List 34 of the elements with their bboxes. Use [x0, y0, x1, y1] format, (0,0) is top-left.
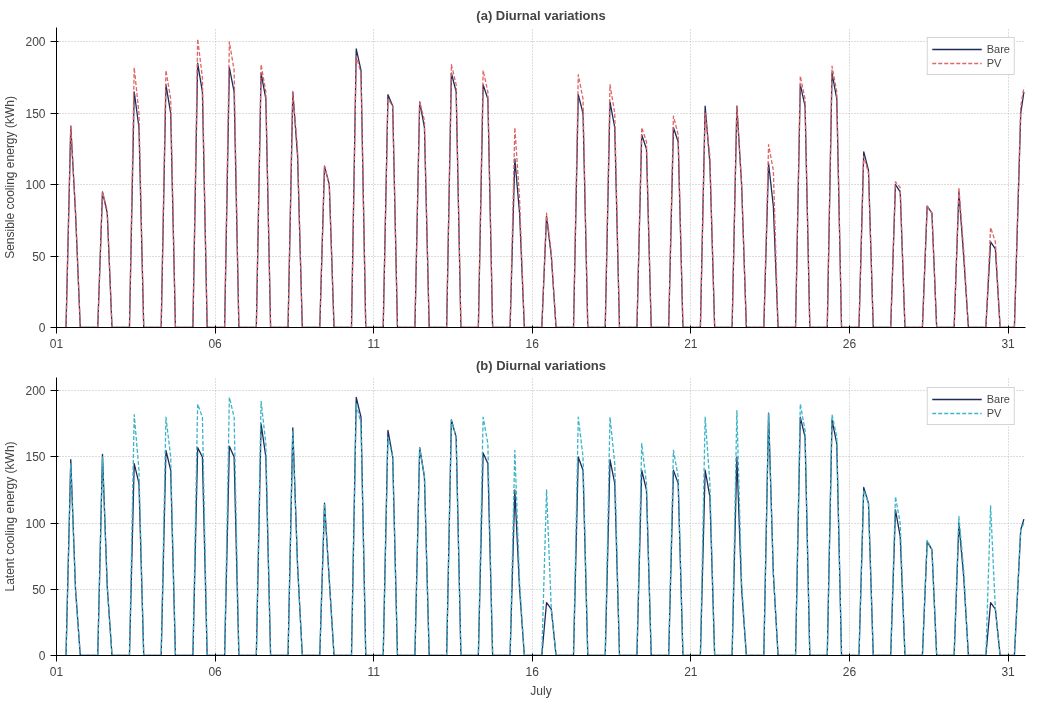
x-tick-label: 06: [208, 336, 223, 351]
y-tick-label: 150: [25, 106, 46, 121]
y-tick-label: 0: [38, 649, 46, 663]
x-tick-label: 21: [684, 664, 698, 679]
y-tick-label: 100: [25, 178, 46, 193]
y-tick-label: 200: [25, 384, 46, 399]
x-tick-label: 16: [525, 336, 540, 351]
x-tick-label: 26: [842, 336, 857, 351]
y-axis-title: Sensible cooling energy (kWh): [3, 96, 18, 259]
chart-title: (b) Diurnal variations: [475, 357, 607, 373]
x-axis-title: July: [530, 683, 552, 698]
chart-title: (a) Diurnal variations: [476, 7, 606, 23]
y-tick-label: 50: [32, 582, 46, 597]
legend-label: Bare: [986, 42, 1010, 56]
y-tick-label: 200: [25, 35, 46, 50]
y-tick-label: 0: [38, 321, 46, 335]
y-tick-label: 50: [32, 249, 46, 264]
x-tick-label: 31: [1001, 664, 1016, 679]
x-tick-label: 21: [684, 336, 698, 351]
x-tick-label: 11: [367, 664, 381, 679]
y-axis-title: Latent cooling energy (kWh): [3, 441, 18, 592]
x-tick-label: 11: [367, 336, 381, 351]
legend-label: PV: [986, 406, 1003, 420]
x-tick-label: 06: [208, 664, 223, 679]
y-tick-label: 100: [25, 516, 46, 531]
legend-label: Bare: [986, 392, 1010, 406]
y-tick-label: 150: [25, 450, 46, 465]
x-tick-label: 26: [842, 664, 857, 679]
x-tick-label: 31: [1001, 336, 1016, 351]
x-tick-label: 01: [49, 336, 64, 351]
x-tick-label: 16: [525, 664, 540, 679]
line-series: [65, 396, 1025, 656]
x-tick-label: 01: [49, 664, 64, 679]
legend-label: PV: [986, 56, 1003, 70]
